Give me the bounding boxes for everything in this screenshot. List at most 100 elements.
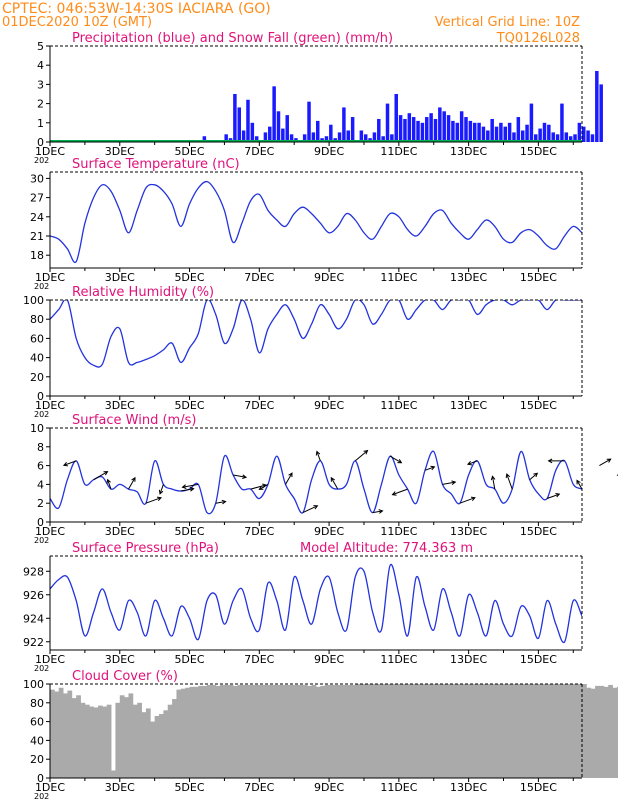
wind-xtick-label: 11DEC bbox=[380, 525, 417, 538]
cloud-bar bbox=[124, 697, 129, 778]
cloud-bar bbox=[534, 684, 539, 778]
precip-bar bbox=[582, 126, 586, 142]
cloud-bar bbox=[599, 685, 605, 778]
cloud-xtick-label: 9DEC bbox=[314, 781, 344, 794]
precip-bar bbox=[525, 124, 529, 142]
cloud-bar bbox=[368, 684, 374, 778]
cloud-bar bbox=[63, 693, 68, 778]
cloud-bar bbox=[429, 684, 435, 778]
cloud-bar bbox=[507, 684, 513, 778]
precip-bar bbox=[425, 117, 429, 142]
pressure-ytick-label: 922 bbox=[23, 636, 44, 649]
cloud-bar bbox=[119, 695, 125, 778]
cloud-bar bbox=[551, 684, 557, 778]
cloud-bar bbox=[67, 690, 73, 778]
wind-ytick-label: 0 bbox=[37, 516, 44, 529]
cloud-bar bbox=[490, 684, 496, 778]
precip-bar bbox=[233, 94, 237, 142]
cloud-bar bbox=[363, 684, 369, 778]
cloud-bar bbox=[337, 684, 343, 778]
cloud-bar bbox=[311, 684, 317, 778]
pressure-xtick-label: 15DEC bbox=[520, 653, 557, 666]
wind-xtick-label: 13DEC bbox=[450, 525, 487, 538]
cloud-bar bbox=[320, 685, 326, 778]
cloud-bar bbox=[180, 688, 186, 778]
precip-xtick-label: 1DEC bbox=[35, 145, 65, 158]
cloud-bar bbox=[468, 684, 474, 778]
wind-arrow bbox=[93, 471, 108, 481]
cloud-bar bbox=[455, 684, 461, 778]
precip-xtick-label: 7DEC bbox=[244, 145, 274, 158]
precip-bar bbox=[464, 117, 468, 142]
wind-ytick-label: 8 bbox=[37, 441, 44, 454]
pressure-ytick-label: 924 bbox=[23, 612, 44, 625]
pressure-ytick-label: 926 bbox=[23, 589, 44, 602]
humidity-xtick-label: 9DEC bbox=[314, 399, 344, 412]
wind-arrow-head bbox=[288, 472, 293, 478]
cloud-bar bbox=[542, 684, 548, 778]
precip-bar bbox=[451, 120, 455, 142]
precip-bar bbox=[411, 117, 416, 142]
wind-ytick-label: 2 bbox=[37, 497, 44, 510]
cloud-bar bbox=[233, 685, 238, 778]
cloud-bar bbox=[211, 684, 217, 778]
precip-bar bbox=[494, 126, 499, 142]
cloud-bar bbox=[446, 684, 452, 778]
cloud-bar bbox=[512, 684, 517, 778]
wind-arrow-head bbox=[547, 458, 553, 464]
pressure-xtick-label: 1DEC bbox=[35, 653, 65, 666]
precip-ytick-label: 0 bbox=[37, 136, 44, 149]
precip-bar bbox=[472, 122, 477, 142]
cloud-bar bbox=[58, 687, 64, 778]
cloud-bar bbox=[224, 684, 230, 778]
cloud-bar bbox=[459, 684, 465, 778]
precip-bar bbox=[507, 122, 512, 142]
precip-bar bbox=[490, 118, 494, 142]
temperature-ytick-label: 21 bbox=[30, 230, 44, 243]
cloud-xtick-label: 13DEC bbox=[450, 781, 487, 794]
wind-arrow bbox=[145, 497, 162, 504]
cloud-bar bbox=[276, 684, 282, 778]
cloud-bar bbox=[520, 684, 526, 778]
cloud-bar bbox=[54, 691, 60, 778]
precip-bar bbox=[385, 103, 390, 142]
wind-arrow bbox=[424, 466, 435, 471]
cloud-bar bbox=[259, 684, 265, 778]
wind-arrow bbox=[506, 473, 513, 490]
precip-bar bbox=[590, 134, 595, 142]
cloud-bar bbox=[198, 685, 204, 778]
wind-xtick-label: 9DEC bbox=[314, 525, 344, 538]
header: CPTEC: 046:53W-14:30S IACIARA (GO) 01DEC… bbox=[2, 1, 580, 46]
humidity-ytick-label: 100 bbox=[23, 294, 44, 307]
cloud-bar bbox=[250, 684, 256, 778]
cloud-bar bbox=[316, 686, 321, 778]
temperature-xtick-label: 7DEC bbox=[244, 271, 274, 284]
station-title: CPTEC: 046:53W-14:30S IACIARA (GO) bbox=[2, 1, 271, 17]
wind-arrow bbox=[233, 474, 247, 478]
precip-bar bbox=[394, 94, 398, 142]
precip-bar bbox=[272, 86, 276, 142]
wind-arrow bbox=[128, 477, 136, 490]
cloud-bar bbox=[433, 684, 439, 778]
cloud-bar bbox=[89, 706, 95, 778]
cloud-bar bbox=[442, 684, 448, 778]
wind-arrow bbox=[354, 450, 368, 462]
wind-arrow bbox=[529, 472, 538, 481]
wind-arrow-head bbox=[189, 486, 195, 492]
precip-bar bbox=[459, 111, 464, 142]
wind-arrow-head bbox=[103, 471, 109, 476]
pressure-ytick-label: 928 bbox=[23, 565, 44, 578]
cloud-bar bbox=[499, 684, 504, 778]
wind-arrow-head bbox=[258, 485, 264, 490]
cloud-bar bbox=[241, 684, 247, 778]
pressure-annotation: Model Altitude: 774.363 m bbox=[300, 541, 473, 556]
precip-bar bbox=[377, 118, 381, 142]
precip-bar bbox=[285, 115, 289, 142]
wind-arrow bbox=[467, 460, 478, 465]
precip-bar bbox=[289, 134, 294, 142]
cloud-ytick-label: 0 bbox=[37, 772, 44, 785]
cloud-xtick-label: 3DEC bbox=[105, 781, 135, 794]
cloud-bar bbox=[237, 684, 243, 778]
grid-note: Vertical Grid Line: 10Z bbox=[435, 15, 580, 30]
cloud-bar bbox=[254, 684, 260, 778]
